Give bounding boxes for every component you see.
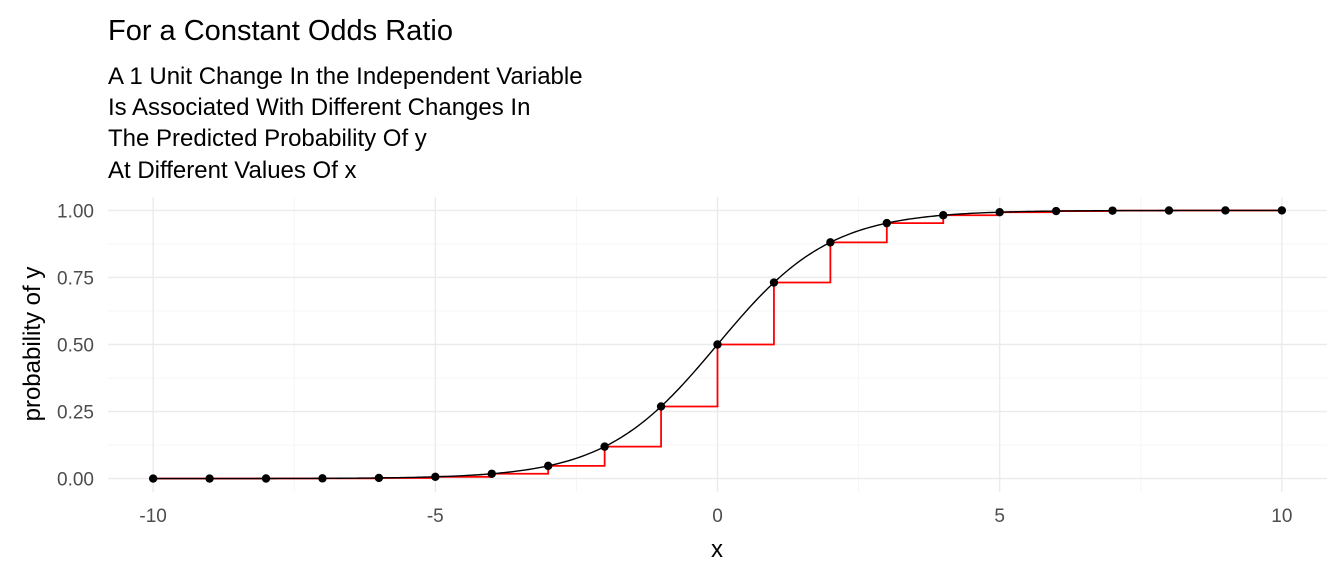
x-axis-ticks: -10 -5 0 5 10	[139, 506, 1292, 527]
y-tick-label-0: 0.00	[57, 470, 94, 491]
chart-subtitle-line-4: At Different Values Of x	[108, 157, 357, 184]
data-point-1	[205, 474, 214, 483]
data-point-20	[1277, 206, 1287, 215]
data-point-4	[374, 473, 384, 483]
y-tick-label-2: 0.50	[57, 336, 94, 357]
y-tick-label-4: 1.00	[57, 201, 94, 222]
chart-subtitle-line-1: A 1 Unit Change In the Independent Varia…	[108, 63, 583, 90]
data-point-6	[487, 469, 496, 478]
data-point-12	[826, 238, 835, 247]
chart-subtitle-line-2: Is Associated With Different Changes In	[108, 94, 530, 121]
data-point-8	[600, 442, 609, 451]
data-point-14	[939, 211, 948, 220]
data-point-7	[543, 461, 553, 471]
data-point-16	[1051, 206, 1061, 216]
x-tick-label-1: -5	[427, 506, 444, 527]
point-series	[148, 206, 1287, 483]
data-point-18	[1164, 206, 1174, 215]
data-point-10	[713, 340, 722, 349]
data-point-2	[261, 474, 271, 483]
data-point-5	[431, 472, 440, 481]
x-tick-label-4: 10	[1271, 506, 1292, 527]
y-axis-ticks: 0.00 0.25 0.50 0.75 1.00	[57, 201, 94, 490]
y-tick-label-3: 0.75	[57, 268, 94, 289]
chart-title: For a Constant Odds Ratio	[108, 15, 453, 47]
data-point-17	[1108, 206, 1117, 215]
data-point-0	[148, 474, 158, 483]
x-tick-label-3: 5	[994, 506, 1005, 527]
x-tick-label-0: -10	[139, 506, 166, 527]
data-point-3	[318, 474, 327, 483]
data-point-13	[882, 218, 892, 228]
data-point-19	[1221, 206, 1230, 215]
y-tick-label-1: 0.25	[57, 403, 94, 424]
x-axis-title: x	[711, 536, 723, 563]
chart-subtitle-line-3: The Predicted Probability Of y	[108, 125, 427, 152]
y-axis-title: probability of y	[19, 267, 46, 422]
x-tick-label-2: 0	[712, 506, 723, 527]
data-point-11	[769, 278, 779, 287]
data-point-15	[995, 208, 1004, 217]
data-point-9	[656, 402, 666, 411]
